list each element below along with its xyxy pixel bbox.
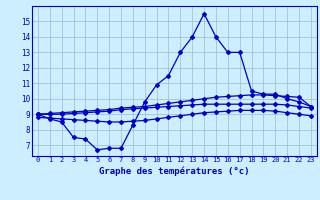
X-axis label: Graphe des températures (°c): Graphe des températures (°c) bbox=[99, 166, 250, 176]
